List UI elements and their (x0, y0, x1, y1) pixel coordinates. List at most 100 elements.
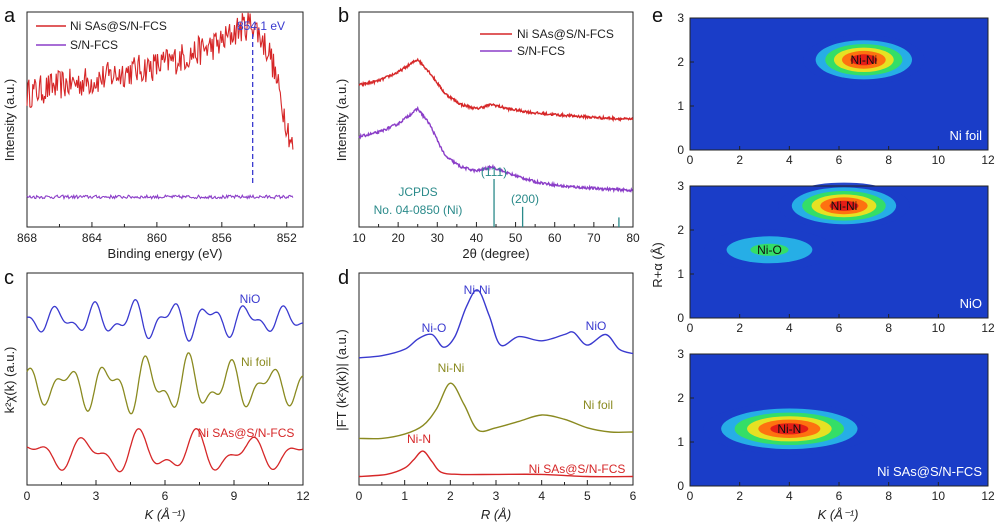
annotation-d-nisas-nin: Ni-N (407, 432, 431, 446)
b-xtick-label: 70 (587, 231, 601, 245)
legend-label-a-series1: Ni SAs@S/N-FCS (70, 19, 167, 33)
heatmap-layer-ni-sas: Ni-N (703, 403, 876, 455)
e-xtick-label: 8 (885, 321, 892, 335)
heatmap-contour-0-0-5 (850, 54, 878, 66)
d-xtick-label: 1 (401, 489, 408, 503)
c-xtick-label: 6 (162, 489, 169, 503)
e-xtick-label: 12 (981, 489, 995, 503)
a-xtick-label: 852 (277, 231, 297, 245)
annotation-d-nifoil-label: Ni foil (583, 398, 613, 412)
heatmap-ni-foil: Ni-Ni Ni foil (689, 17, 989, 151)
x-axis-label-c: K (Å⁻¹) (145, 507, 186, 522)
legend-label-b-series1: Ni SAs@S/N-FCS (517, 27, 614, 41)
e-xtick-label: 10 (932, 489, 946, 503)
jcpds-label-line2: No. 04-0850 (Ni) (374, 203, 463, 217)
series-layer-a (26, 12, 294, 201)
heatmap-peak-label: Ni-N (777, 422, 801, 436)
a-xtick-label: 868 (17, 231, 37, 245)
e-xtick-label: 4 (786, 321, 793, 335)
e-xtick-label: 10 (932, 153, 946, 167)
e-xtick-label: 0 (687, 153, 694, 167)
c-xtick-label: 9 (231, 489, 238, 503)
c-xtick-label: 12 (296, 489, 310, 503)
panel-e: e Ni-Ni Ni foil Ni-Ni Ni-O NiO Ni-N Ni SA… (650, 5, 995, 522)
heatmap-peak-label: Ni-Ni (850, 53, 877, 67)
e-ytick-label: 2 (677, 391, 684, 405)
series-line-b-1 (358, 57, 634, 123)
panel-label-b: b (338, 5, 349, 27)
series-line-c-2 (26, 352, 304, 415)
annotation-d-nio-label: NiO (586, 319, 607, 333)
heatmap-peak-label: Ni-O (757, 243, 782, 257)
e-xtick-label: 8 (885, 489, 892, 503)
series-label-c-nisas: Ni SAs@S/N-FCS (198, 426, 295, 440)
series-line-d-2 (358, 382, 634, 440)
e-ytick-label: 1 (677, 267, 684, 281)
panel-d: d 0 1 2 3 4 5 6 Ni-Ni Ni-O NiO Ni-Ni Ni foil N… (334, 267, 637, 522)
e-ytick-label: 0 (677, 311, 684, 325)
tick-layer-c: 0 3 6 9 12 (24, 480, 310, 503)
heatmap-contour-1-0-5 (829, 200, 859, 211)
c-xtick-label: 0 (24, 489, 31, 503)
e-ytick-label: 1 (677, 99, 684, 113)
y-axis-label-d: |FT (k²χ(k))| (a.u.) (334, 329, 349, 430)
series-line-a-1 (26, 12, 294, 150)
peak-label-111: (111) (481, 165, 507, 179)
e-ytick-label: 2 (677, 223, 684, 237)
plot-frame-c (26, 272, 304, 486)
tick-layer-b: 10 20 30 40 50 60 70 80 (352, 222, 640, 245)
plot-frame-a (26, 11, 304, 228)
a-xtick-label: 864 (82, 231, 102, 245)
panel-a: a 868 864 860 856 852 Ni SAs@S/N-FCS S/N-FCS… (2, 5, 304, 261)
d-xtick-label: 5 (584, 489, 591, 503)
binding-energy-marker-label: 854.1 eV (237, 19, 285, 33)
panel-label-d: d (338, 267, 349, 289)
e-xtick-label: 0 (687, 489, 694, 503)
plot-frame-d (358, 272, 634, 486)
legend-label-a-series2: S/N-FCS (70, 38, 118, 52)
d-xtick-label: 4 (538, 489, 545, 503)
e-xtick-label: 2 (736, 489, 743, 503)
panel-label-e: e (652, 5, 663, 27)
heatmap-ni-sas: Ni-N Ni SAs@S/N-FCS (689, 353, 989, 487)
heatmap-name-ni-sas: Ni SAs@S/N-FCS (877, 464, 982, 479)
e-xtick-label: 6 (836, 489, 843, 503)
x-axis-label-a: Binding energy (eV) (108, 246, 223, 261)
e-xtick-label: 8 (885, 153, 892, 167)
e-xtick-label: 6 (836, 153, 843, 167)
d-xtick-label: 2 (447, 489, 454, 503)
panel-label-c: c (4, 267, 14, 289)
x-axis-label-d: R (Å) (481, 507, 511, 522)
y-axis-label-e: R+α (Å) (650, 242, 665, 287)
heatmap-name-nio: NiO (960, 296, 982, 311)
peak-label-200: (200) (511, 192, 539, 206)
heatmap-peak-label: Ni-Ni (831, 199, 858, 213)
e-ytick-label: 3 (677, 347, 684, 361)
e-xtick-label: 0 (687, 321, 694, 335)
y-axis-label-c: k²χ(k) (a.u.) (2, 347, 17, 414)
heatmap-name-ni-foil: Ni foil (949, 128, 982, 143)
heatmap-layer-nio: Ni-Ni Ni-O (704, 182, 910, 271)
series-line-d-1 (358, 289, 634, 359)
e-xtick-label: 4 (786, 153, 793, 167)
series-layer-d (358, 289, 634, 478)
panel-label-a: a (4, 5, 16, 27)
heatmap-contour-1-1-2 (750, 243, 789, 256)
x-axis-label-b: 2θ (degree) (462, 246, 529, 261)
e-ytick-label: 3 (677, 179, 684, 193)
heatmap-contour-2-0-5 (770, 423, 809, 435)
b-xtick-label: 50 (509, 231, 523, 245)
e-xtick-label: 2 (736, 321, 743, 335)
d-xtick-label: 3 (493, 489, 500, 503)
a-xtick-label: 860 (147, 231, 167, 245)
series-label-c-nifoil: Ni foil (241, 355, 271, 369)
series-layer-b (358, 57, 634, 227)
e-ytick-label: 1 (677, 435, 684, 449)
series-line-d-3 (358, 450, 634, 478)
heatmap-layer-ni-foil: Ni-Ni (803, 35, 925, 85)
annotation-d-nio-nio: Ni-O (422, 321, 447, 335)
e-xtick-label: 2 (736, 153, 743, 167)
series-layer-c (26, 298, 304, 473)
d-xtick-label: 6 (630, 489, 637, 503)
legend-label-b-series2: S/N-FCS (517, 44, 565, 58)
